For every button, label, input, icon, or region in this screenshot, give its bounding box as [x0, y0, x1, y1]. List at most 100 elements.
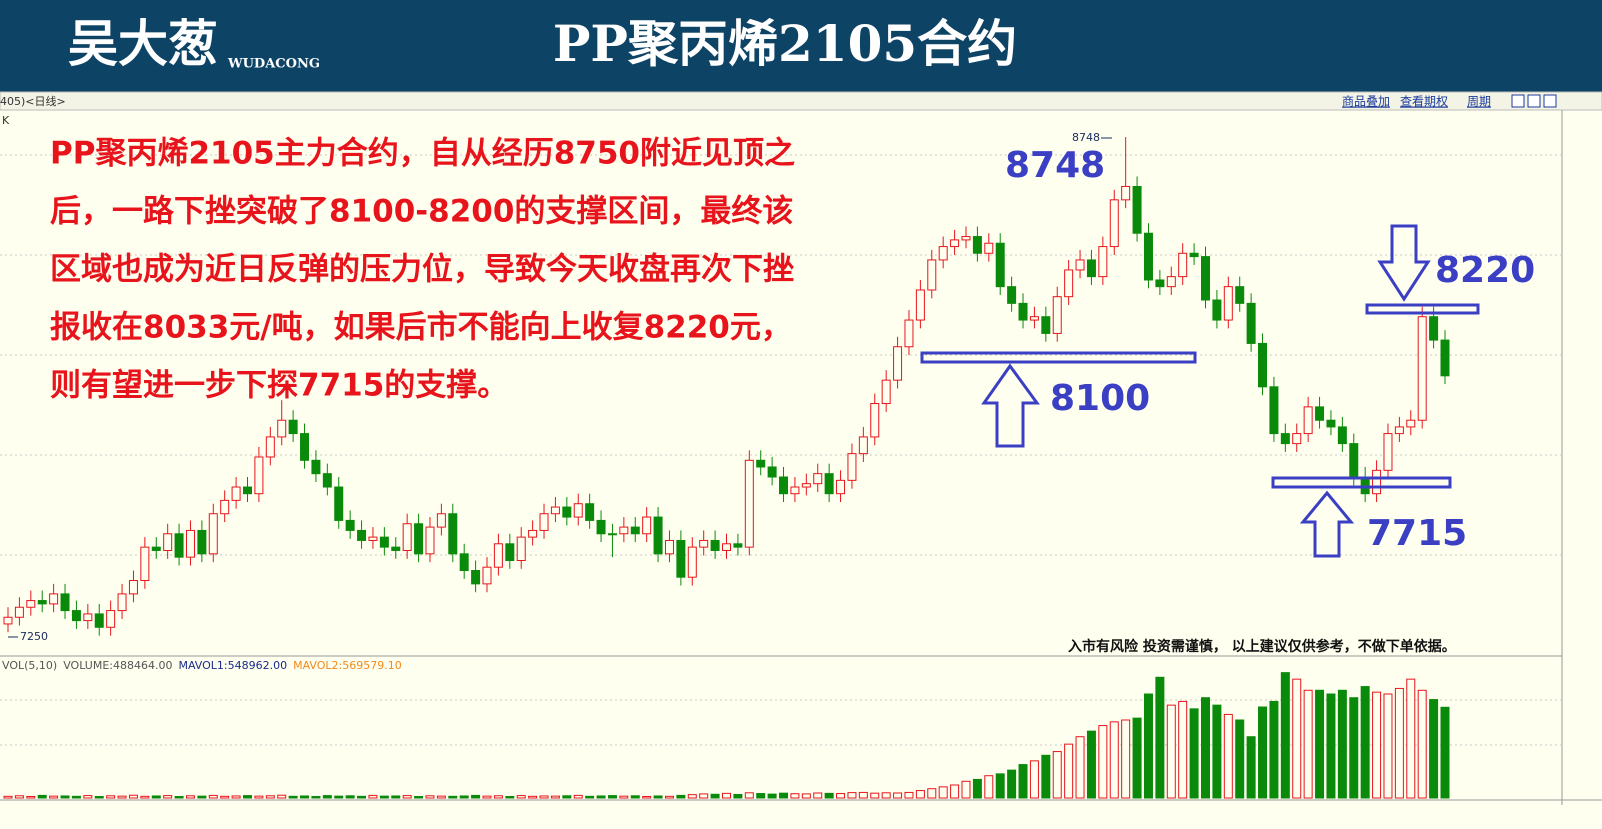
candle-body — [1292, 433, 1302, 445]
volume-bar — [528, 795, 538, 799]
candle-body — [1337, 426, 1347, 445]
candle-body — [1052, 296, 1062, 334]
callout: 8100 — [1050, 378, 1150, 419]
toolbar-link[interactable]: 查看期权 — [1400, 95, 1448, 109]
candle-body — [345, 519, 355, 531]
candle-body — [1383, 433, 1393, 471]
volume-legend-item: MAVOL2:569579.10 — [293, 659, 402, 672]
candle-body — [3, 616, 13, 625]
volume-bar — [938, 786, 948, 799]
volume-bar — [1007, 769, 1017, 799]
volume-bar — [493, 795, 503, 799]
candle-body — [938, 246, 948, 261]
candle-body — [1212, 299, 1222, 321]
volume-legend: VOL(5,10) VOLUME:488464.00 MAVOL1:548962.0… — [2, 659, 402, 672]
volume-bar — [1280, 672, 1290, 799]
volume-bar — [585, 795, 595, 799]
volume-bar — [26, 796, 36, 799]
volume-bar — [550, 795, 560, 799]
volume-bar — [539, 795, 549, 799]
volume-bar — [1201, 697, 1210, 799]
candle-body — [995, 242, 1005, 288]
candle-body — [402, 523, 412, 551]
candle-body — [1098, 246, 1108, 278]
volume-bar — [288, 795, 298, 799]
toolbar — [0, 91, 1602, 111]
candle-body — [1326, 419, 1336, 428]
candle-body — [1007, 286, 1017, 304]
volume-bar — [1052, 751, 1062, 799]
callout: 7715 — [1367, 513, 1467, 554]
volume-bar — [699, 793, 709, 799]
candle-body — [448, 513, 458, 555]
candle-body — [1075, 259, 1085, 271]
candle-body — [151, 546, 161, 551]
volume-bar — [322, 795, 332, 799]
candle-body — [1132, 185, 1142, 234]
volume-bar — [1303, 689, 1313, 799]
volume-bar — [1086, 730, 1096, 799]
candle-body — [117, 593, 127, 612]
volume-bar — [311, 796, 321, 799]
candle-body — [414, 523, 424, 555]
volume-bar — [425, 795, 435, 799]
volume-bar — [619, 795, 629, 799]
volume-bar — [436, 795, 446, 799]
candle-body — [1303, 406, 1313, 435]
volume-bar — [185, 795, 195, 799]
volume-bar — [767, 793, 777, 799]
volume-bar — [174, 796, 184, 799]
nav-button[interactable] — [1543, 94, 1557, 108]
nav-button[interactable] — [1527, 94, 1541, 108]
candles — [3, 137, 1450, 636]
candle-body — [425, 526, 435, 555]
candle-body — [322, 473, 332, 488]
candle-body — [459, 553, 469, 572]
volume-bar — [277, 794, 287, 799]
candle-body — [722, 543, 731, 551]
candle-body — [1155, 279, 1165, 288]
up-arrow — [981, 363, 1040, 448]
candle-body — [83, 613, 93, 622]
volume-bar — [117, 795, 127, 799]
candle-body — [1086, 259, 1096, 278]
volume-bar — [357, 795, 367, 799]
volume-bar — [368, 794, 378, 799]
candle-body — [1258, 342, 1268, 388]
candle-body — [630, 526, 640, 535]
volume-bar — [140, 795, 150, 799]
candle-body — [163, 533, 173, 551]
volume-bar — [847, 792, 857, 799]
candle-body — [870, 403, 880, 438]
logo-en: WUDACONG — [227, 57, 320, 72]
candle-body — [1440, 339, 1450, 377]
volume-bar — [1372, 691, 1382, 799]
volume-bar — [391, 795, 401, 799]
volume-bar — [83, 795, 93, 799]
candle-body — [972, 236, 982, 254]
volume-bar — [505, 796, 515, 799]
candle-body — [391, 546, 401, 551]
candle-body — [790, 486, 800, 495]
candle-body — [1121, 185, 1131, 201]
candle-body — [94, 613, 104, 628]
volume-bar — [722, 792, 731, 799]
volume-bar — [824, 792, 834, 799]
toolbar-link[interactable]: 商品叠加 — [1342, 94, 1390, 109]
nav-button[interactable] — [1511, 94, 1525, 108]
volume-bar — [243, 795, 252, 799]
volume-bar — [1041, 754, 1051, 799]
volume-legend-item: VOLUME:488464.00 — [63, 659, 172, 672]
candle-body — [1018, 302, 1028, 321]
candle-body — [1269, 386, 1279, 435]
volume-bar — [379, 795, 389, 799]
volume-bar — [562, 795, 572, 799]
volume-bar — [1166, 704, 1176, 799]
min-marker: 7250 — [20, 630, 48, 643]
volume-bar — [197, 795, 207, 799]
candle-body — [14, 606, 24, 618]
volume-bar — [790, 793, 800, 799]
volume-bars — [3, 672, 1450, 799]
toolbar-link[interactable]: 周期 — [1467, 95, 1491, 109]
